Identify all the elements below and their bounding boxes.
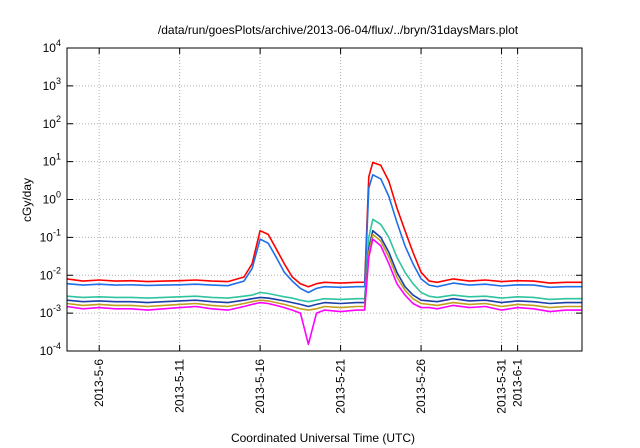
x-tick-label: 2013-5-21 bbox=[334, 359, 348, 414]
y-tick-label: 10-4 bbox=[40, 341, 61, 358]
y-tick-label: 10-1 bbox=[40, 227, 61, 244]
series-line bbox=[66, 238, 582, 346]
x-tick-label: 2013-5-11 bbox=[173, 359, 187, 413]
y-tick-label: 102 bbox=[43, 114, 61, 131]
x-tick-label: 2013-5-16 bbox=[253, 359, 267, 414]
chart-title: /data/run/goesPlots/archive/2013-06-04/f… bbox=[158, 23, 519, 37]
x-ticks: 2013-5-6 2013-5-11 2013-5-16 2013-5-21 2013-… bbox=[92, 48, 525, 414]
series-line bbox=[66, 233, 582, 311]
y-tick-label: 103 bbox=[43, 76, 61, 93]
y-tick-label: 101 bbox=[43, 152, 61, 169]
x-axis-label: Coordinated Universal Time (UTC) bbox=[231, 431, 415, 445]
y-axis-label: cGy/day bbox=[20, 178, 34, 222]
y-tick-label: 10-3 bbox=[40, 303, 61, 320]
series-line bbox=[66, 174, 582, 294]
series-line bbox=[66, 229, 582, 308]
series-layer bbox=[66, 161, 582, 346]
x-tick-label: 2013-5-26 bbox=[414, 359, 428, 414]
y-tick-label: 100 bbox=[43, 190, 61, 207]
x-tick-label: 2013-5-6 bbox=[92, 359, 106, 407]
series-line bbox=[66, 218, 582, 303]
x-tick-label: 2013-5-31 bbox=[495, 359, 509, 414]
y-tick-label: 104 bbox=[43, 38, 61, 55]
series-line bbox=[66, 161, 582, 288]
x-tick-label: 2013-6-1 bbox=[511, 359, 525, 407]
y-tick-label: 10-2 bbox=[40, 265, 61, 282]
